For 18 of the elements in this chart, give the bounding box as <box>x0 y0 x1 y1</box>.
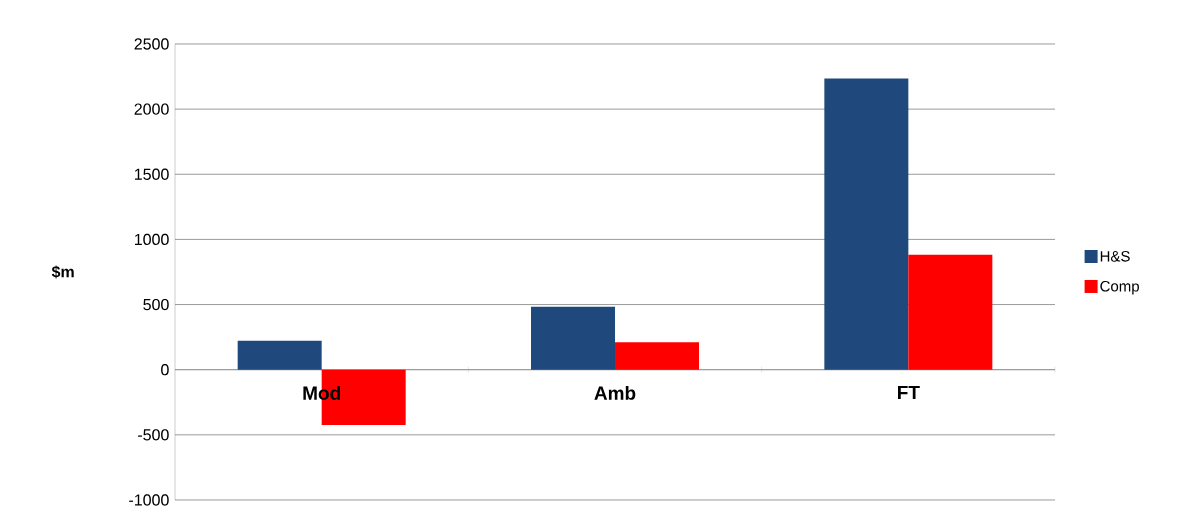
bar <box>237 340 322 370</box>
y-tick-label: 1000 <box>134 233 169 246</box>
x-tick-label: Amb <box>594 385 636 400</box>
bar <box>908 254 993 370</box>
y-tick-label: -500 <box>138 429 169 441</box>
y-tick-label: -1000 <box>129 494 169 506</box>
bar <box>824 78 909 370</box>
bar <box>615 342 700 370</box>
legend-label: Comp <box>1100 280 1139 295</box>
x-tick-label: FT <box>898 385 920 399</box>
y-tick-label: 2000 <box>134 103 169 115</box>
y-tick-label: 500 <box>143 298 169 311</box>
bar <box>531 306 616 370</box>
y-tick-label: 0 <box>161 364 169 376</box>
legend-label: H&S <box>1100 251 1130 262</box>
y-tick-label: 1500 <box>134 168 169 180</box>
y-axis-title: $m <box>51 265 74 279</box>
y-tick-label: 2500 <box>134 38 169 50</box>
